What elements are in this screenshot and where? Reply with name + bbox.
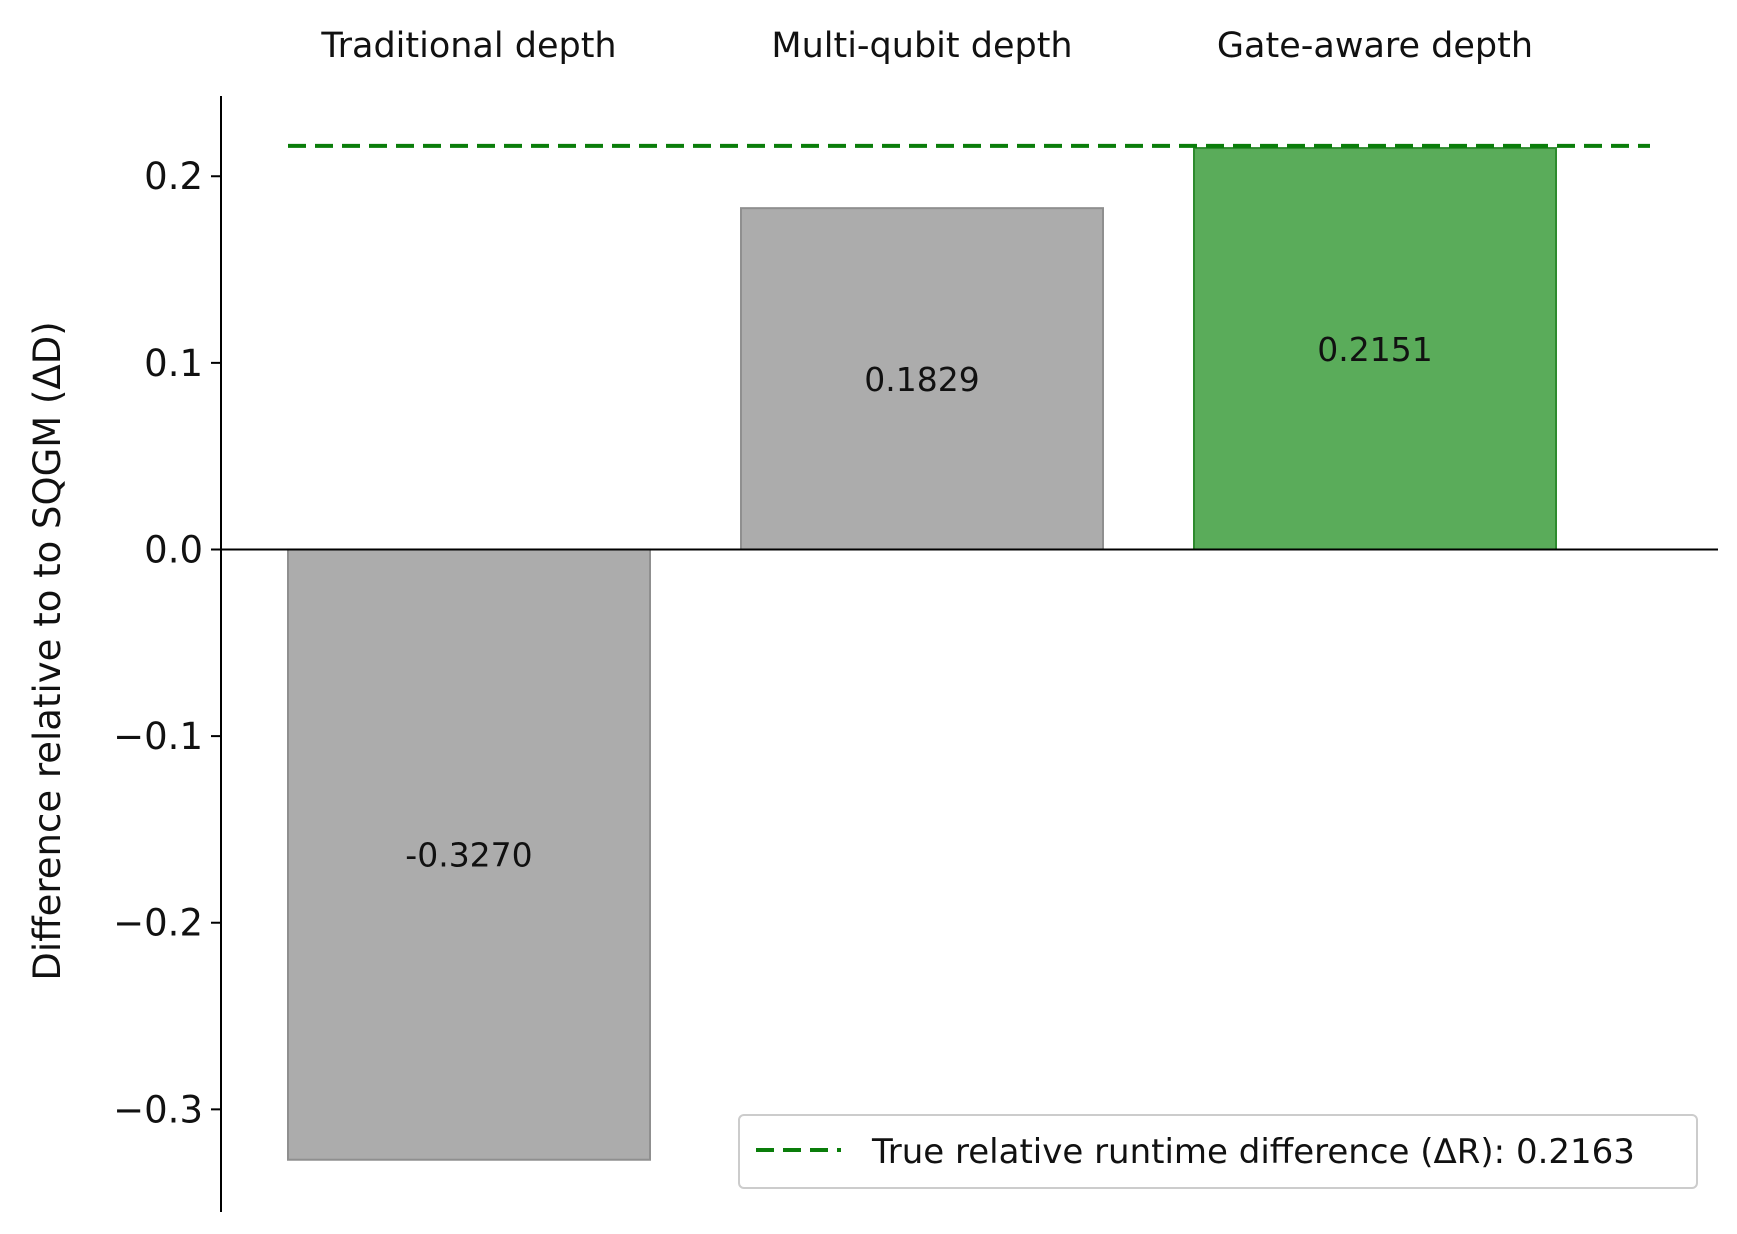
y-ticks: 0.2 0.1 0.0 −0.1 −0.2 −0.3 xyxy=(113,155,221,1131)
legend: True relative runtime difference (ΔR): 0… xyxy=(738,1114,1698,1189)
bar xyxy=(1193,147,1557,551)
bars-group: -0.3270 0.1829 0.2151 xyxy=(287,147,1557,1161)
category-label: Traditional depth xyxy=(320,26,616,66)
category-label: Multi-qubit depth xyxy=(771,26,1072,66)
y-tick-label: −0.1 xyxy=(113,715,203,758)
category-label: Gate-aware depth xyxy=(1217,26,1533,66)
y-tick-label: 0.1 xyxy=(144,342,203,385)
bar-value-label: -0.3270 xyxy=(405,836,532,875)
bar-value-label: 0.2151 xyxy=(1317,330,1432,369)
y-tick-label: 0.0 xyxy=(144,528,203,571)
bar-value-label: 0.1829 xyxy=(864,360,979,399)
bar xyxy=(287,548,651,1161)
bar xyxy=(740,207,1104,551)
legend-box xyxy=(738,1114,1698,1189)
y-tick-label: −0.2 xyxy=(113,902,203,945)
y-axis-title: Difference relative to to SQGM (ΔD) xyxy=(26,321,69,980)
y-tick-label: −0.3 xyxy=(113,1088,203,1131)
category-labels: Traditional depth Multi-qubit depth Gate-a… xyxy=(320,26,1533,66)
y-tick-label: 0.2 xyxy=(144,155,203,198)
legend-label: True relative runtime difference (ΔR): 0… xyxy=(871,1132,1635,1172)
